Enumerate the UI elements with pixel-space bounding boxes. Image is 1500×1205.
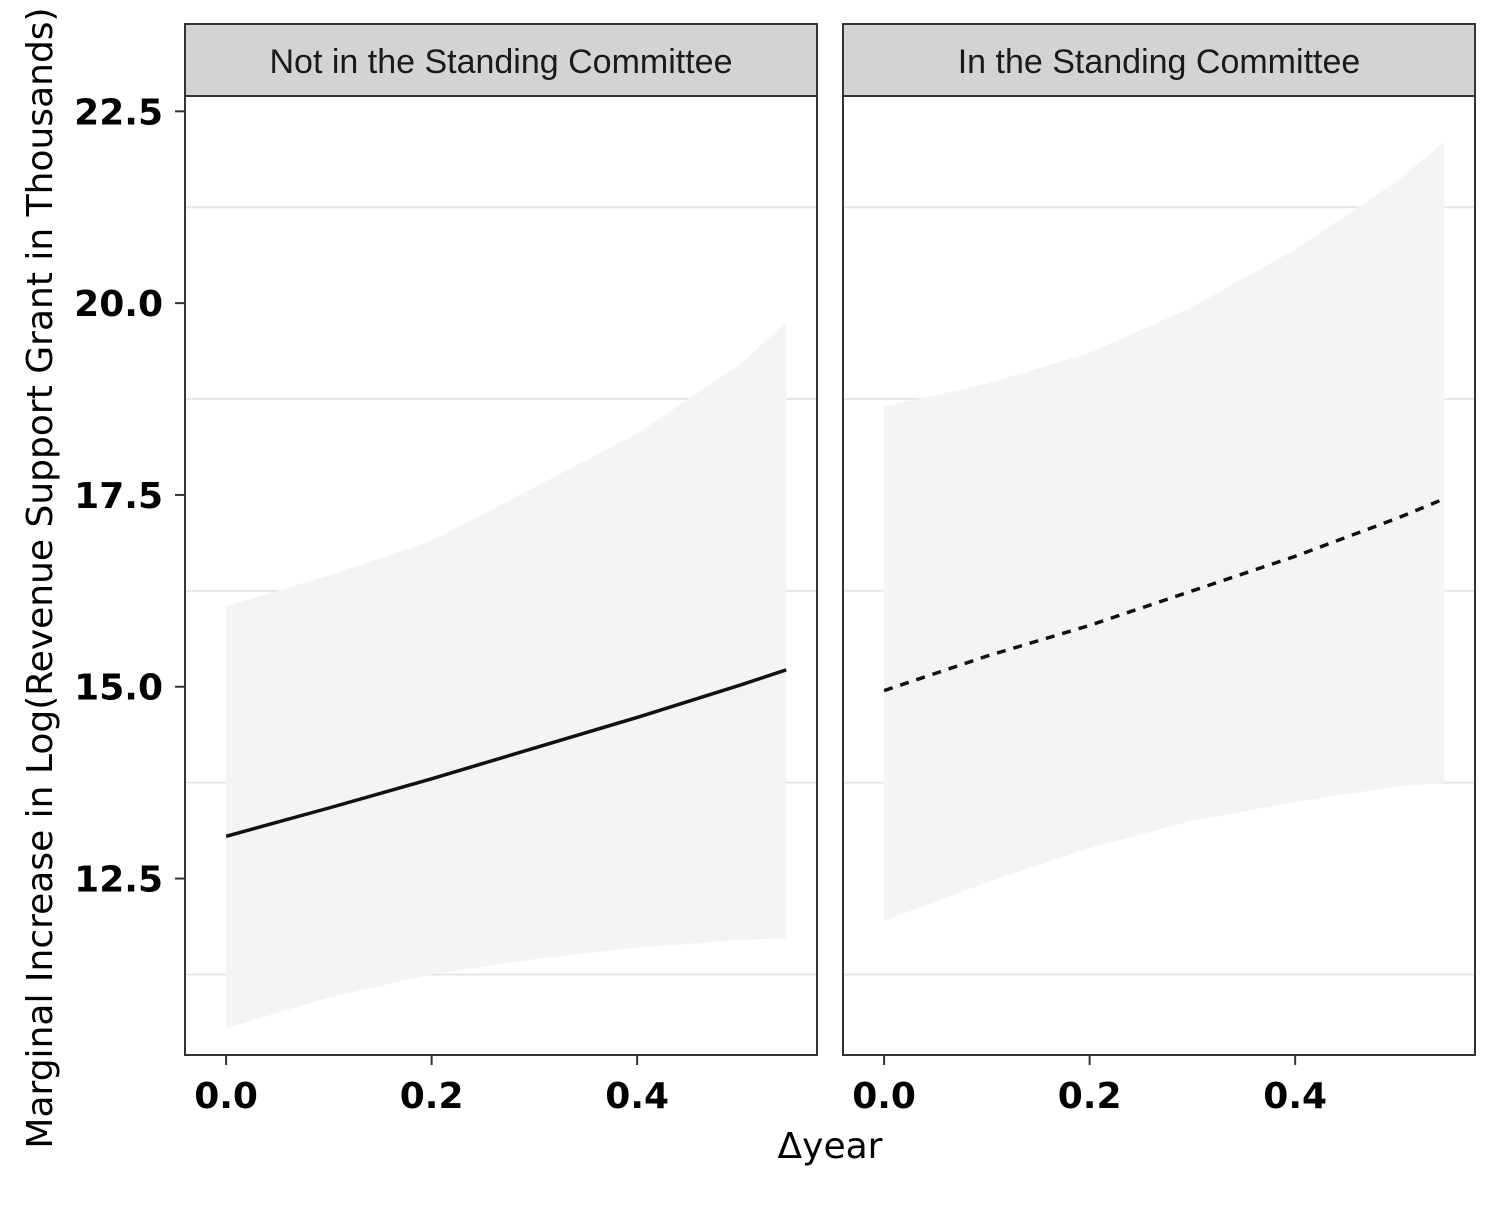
x-tick-label: 0.4: [1263, 1076, 1327, 1117]
panel-border: [184, 95, 818, 1056]
x-tick-label: 0.2: [1058, 1076, 1122, 1117]
panel-border: [842, 95, 1476, 1056]
x-tick-label: 0.2: [400, 1076, 464, 1117]
x-tick-label: 0.4: [605, 1076, 669, 1117]
confidence-band: [884, 142, 1445, 921]
x-tick-label: 0.0: [194, 1076, 258, 1117]
y-axis-title: Marginal Increase in Log(Revenue Support…: [20, 7, 61, 1148]
y-tick-label: 22.5: [74, 92, 163, 133]
facet-strip: [184, 23, 818, 97]
facet-strip: [842, 23, 1476, 97]
series-line: [883, 497, 1445, 693]
panel-2: In the Standing Committee 0.0 0.2 0.4: [842, 23, 1476, 1117]
y-tick-label: 12.5: [74, 860, 163, 901]
confidence-band: [226, 322, 787, 1029]
facet-strip-label: In the Standing Committee: [958, 43, 1361, 81]
y-tick-label: 20.0: [74, 284, 163, 325]
y-tick-label: 17.5: [74, 476, 163, 517]
panel-1: Not in the Standing Committee 0.0 0.2 0.4: [184, 23, 818, 1117]
facet-strip-label: Not in the Standing Committee: [269, 43, 732, 81]
y-tick-label: 15.0: [74, 668, 163, 709]
series-line: [225, 668, 787, 838]
x-axis-title: Δyear: [778, 1126, 883, 1167]
x-tick-label: 0.0: [852, 1076, 916, 1117]
